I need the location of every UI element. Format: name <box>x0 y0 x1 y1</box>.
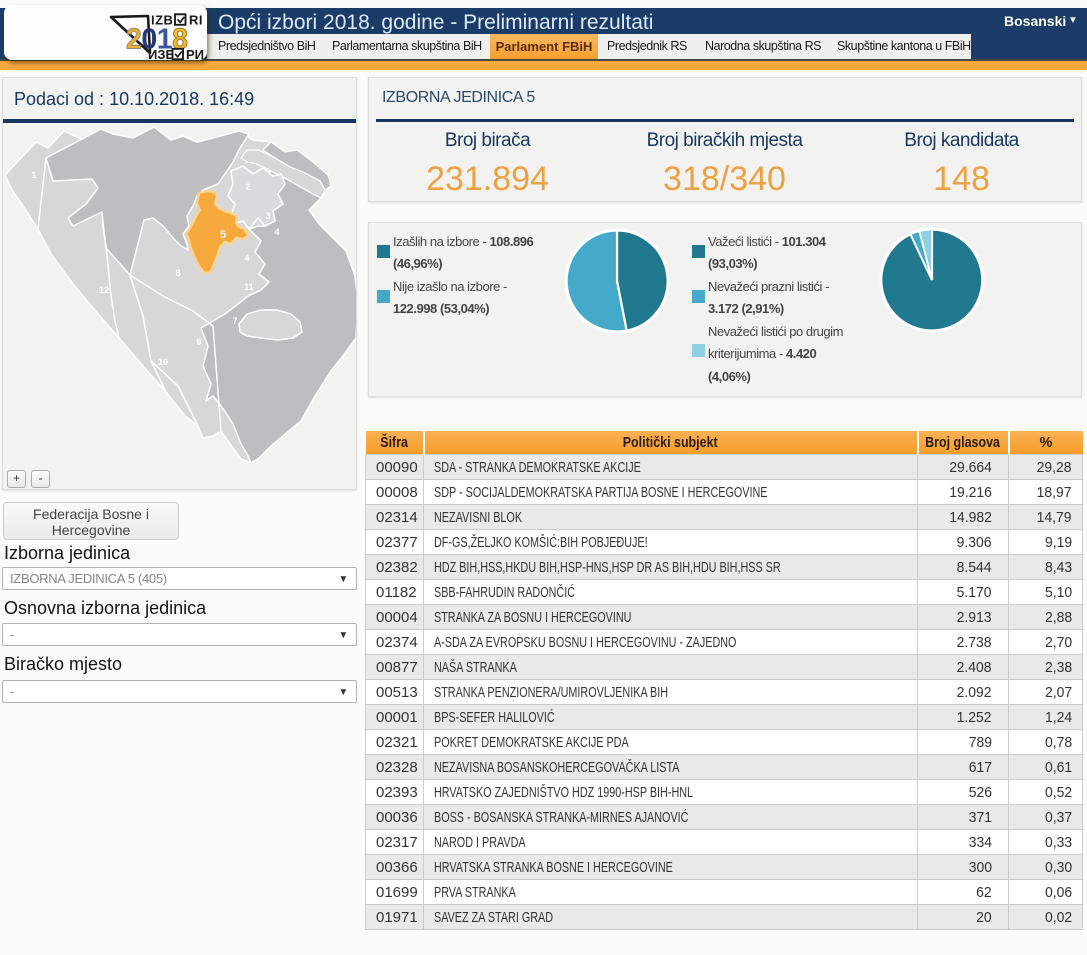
svg-text:7: 7 <box>232 316 237 326</box>
svg-text:2018: 2018 <box>126 24 187 56</box>
svg-text:1: 1 <box>31 170 36 180</box>
svg-text:9: 9 <box>196 337 201 347</box>
svg-text:10: 10 <box>158 357 168 367</box>
svg-text:4: 4 <box>274 227 279 237</box>
svg-text:РИ: РИ <box>186 47 204 60</box>
svg-text:RI: RI <box>189 13 203 28</box>
svg-text:2: 2 <box>245 182 250 192</box>
svg-text:8: 8 <box>175 268 180 278</box>
svg-text:5: 5 <box>220 229 226 241</box>
svg-text:4: 4 <box>244 253 249 263</box>
svg-text:12: 12 <box>99 285 109 295</box>
svg-text:11: 11 <box>244 282 254 292</box>
svg-text:ИЗБ: ИЗБ <box>148 47 175 60</box>
svg-text:3: 3 <box>265 211 270 221</box>
svg-text:IZB: IZB <box>151 13 173 28</box>
